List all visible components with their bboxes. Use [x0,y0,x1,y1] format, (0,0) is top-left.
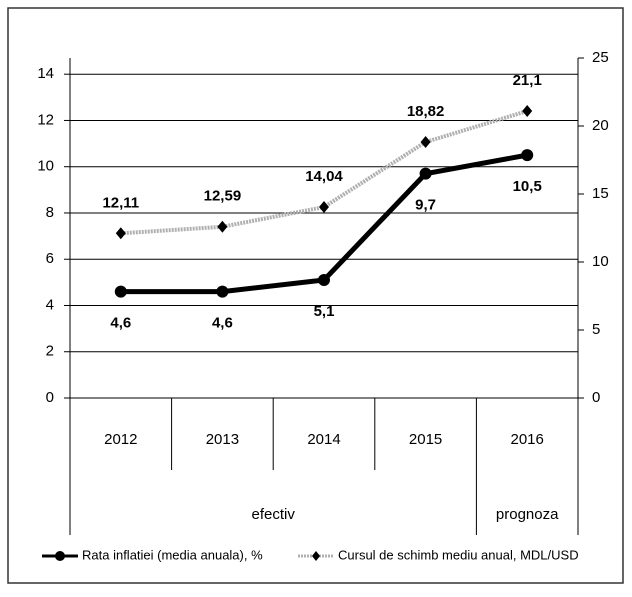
point-marker [114,285,127,298]
y-tick-label: 0 [46,389,54,406]
y2-tick-label: 15 [592,185,609,202]
legend-label: Rata inflatiei (media anuala), % [82,547,263,562]
y-tick-label: 12 [37,111,54,128]
y2-tick-label: 5 [592,321,600,338]
data-label: 10,5 [513,178,542,195]
x-tick-label: 2013 [206,431,239,448]
point-marker [521,149,534,162]
group-label: efectiv [252,506,296,523]
legend-marker-1 [312,551,320,561]
data-label: 21,1 [513,72,542,89]
data-label: 18,82 [407,103,445,120]
legend-marker-0 [55,551,65,561]
point-marker [419,167,432,180]
x-tick-label: 2015 [409,431,442,448]
point-marker [216,285,229,298]
x-tick-label: 2012 [104,431,137,448]
data-label: 5,1 [314,303,335,320]
y-tick-label: 8 [46,204,54,221]
y2-tick-label: 25 [592,49,609,66]
y-tick-label: 6 [46,250,54,267]
point-marker [318,274,330,287]
x-tick-label: 2016 [511,431,544,448]
diamond-marker [522,105,533,118]
diamond-marker [115,227,126,240]
data-label: 12,59 [204,188,242,205]
y2-tick-label: 10 [592,253,609,270]
data-label: 4,6 [212,315,233,332]
group-label: prognoza [496,506,559,523]
legend-label: Cursul de schimb mediu anual, MDL/USD [338,547,579,562]
diamond-marker [420,136,431,149]
diamond-marker [319,201,329,214]
y2-tick-label: 0 [592,389,600,406]
y-tick-label: 2 [46,343,54,360]
data-label: 14,04 [305,168,343,185]
diamond-marker [217,220,228,233]
y-tick-label: 14 [37,65,54,82]
data-label: 12,11 [102,194,139,211]
x-tick-label: 2014 [307,431,340,448]
y2-tick-label: 20 [592,117,609,134]
frame [7,7,624,584]
data-label: 9,7 [415,197,436,214]
y-tick-label: 10 [37,158,54,175]
y-tick-label: 4 [46,296,54,313]
data-label: 4,6 [110,315,131,332]
